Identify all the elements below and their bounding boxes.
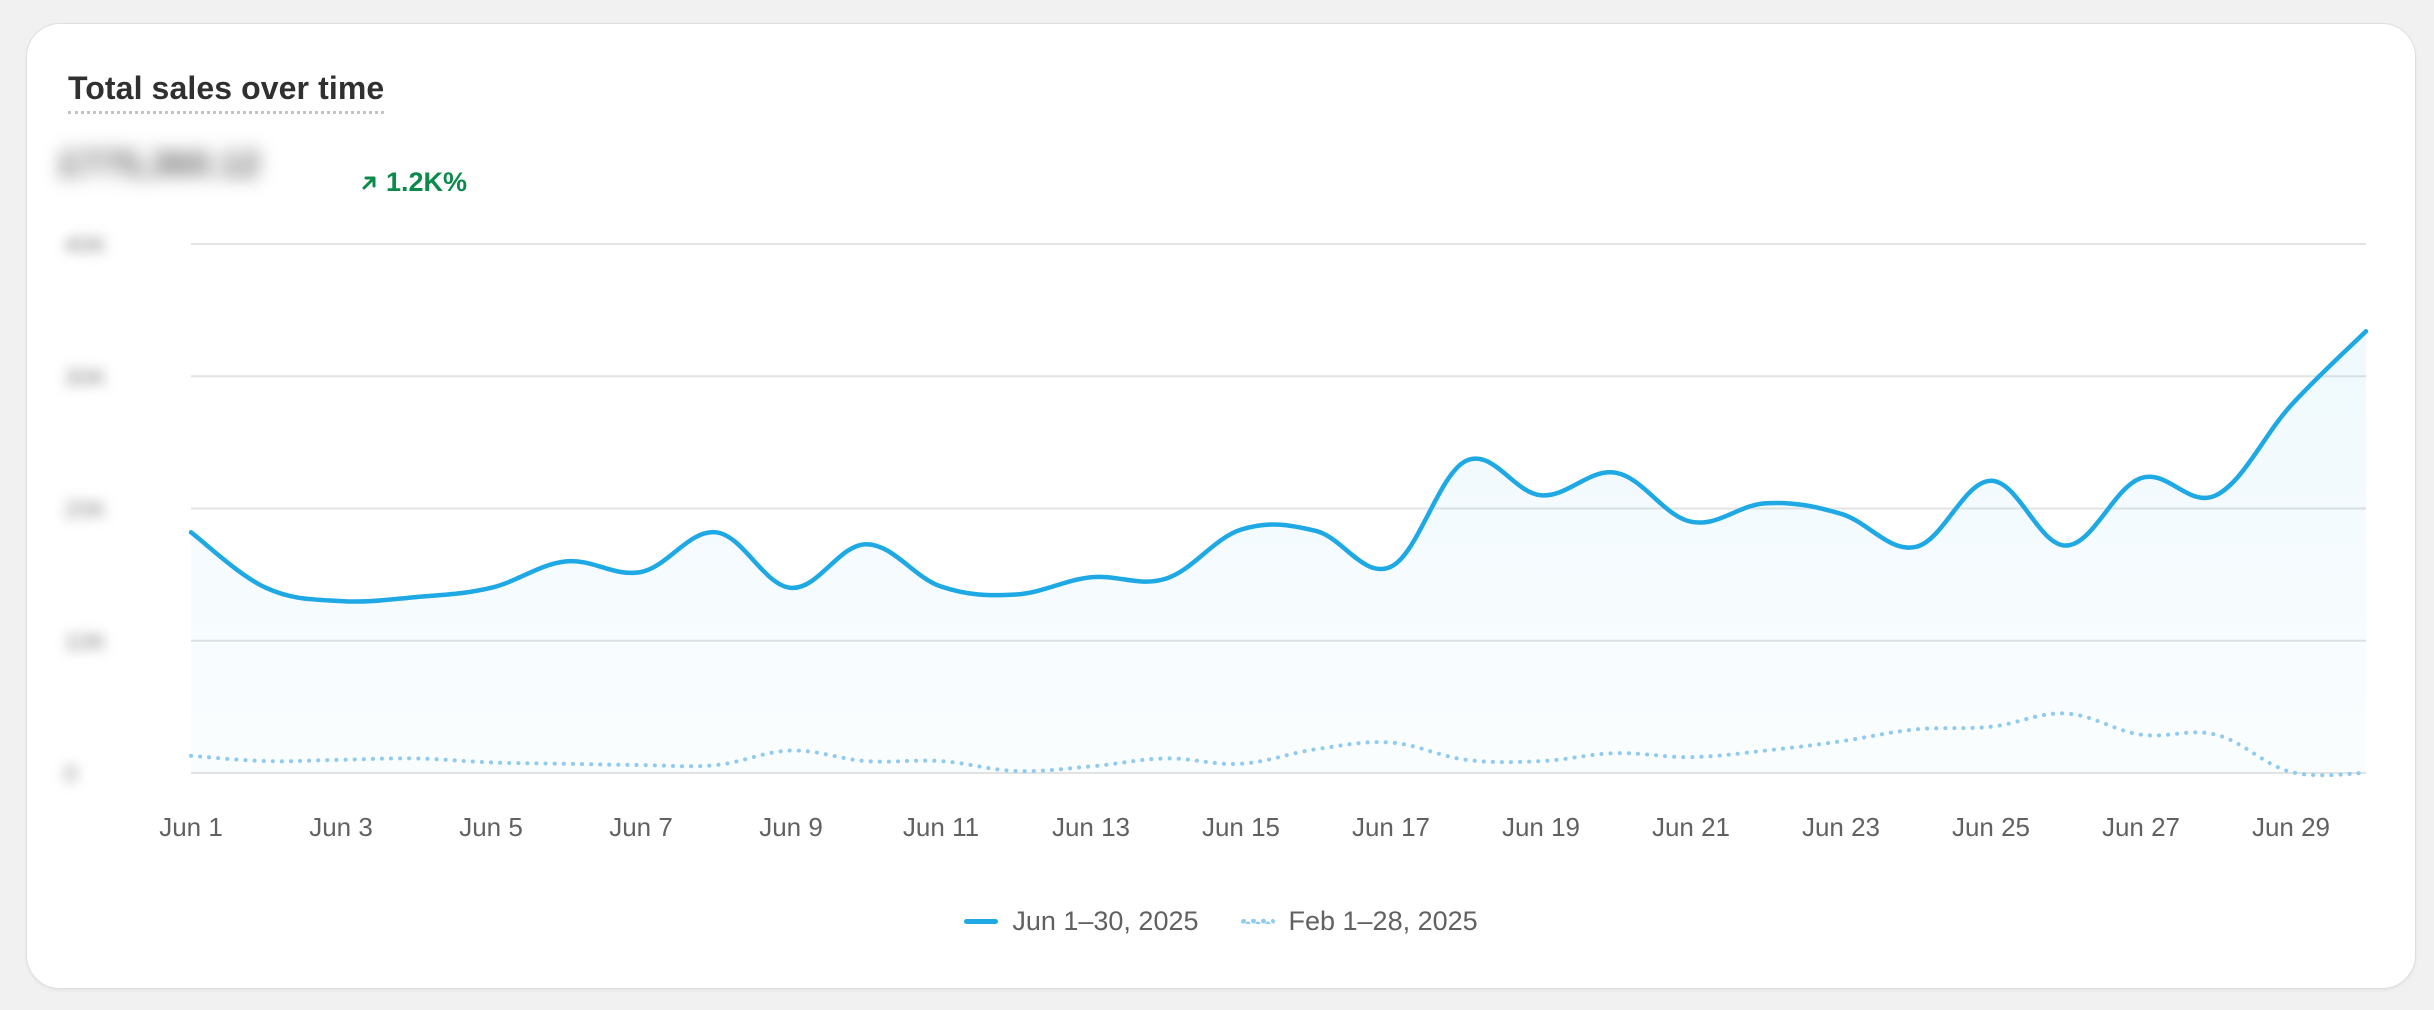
change-indicator: 1.2K% xyxy=(360,167,467,198)
total-sales-value: £775,360.12 xyxy=(60,143,261,184)
x-tick-label: Jun 9 xyxy=(759,812,823,842)
series-layer xyxy=(188,329,2369,778)
x-tick-label: Jun 17 xyxy=(1352,812,1430,842)
x-tick-label: Jun 19 xyxy=(1502,812,1580,842)
x-tick-label: Jun 21 xyxy=(1652,812,1730,842)
chart-legend: Jun 1–30, 2025 Feb 1–28, 2025 xyxy=(27,906,2415,937)
x-tick-label: Jun 23 xyxy=(1802,812,1880,842)
legend-label-current: Jun 1–30, 2025 xyxy=(1012,906,1199,936)
y-tick-label: 0 xyxy=(64,761,77,788)
series-line-0[interactable] xyxy=(188,329,2369,604)
x-tick-label: Jun 5 xyxy=(459,812,523,842)
x-tick-label: Jun 25 xyxy=(1952,812,2030,842)
x-axis-ticks: Jun 1 Jun 3 Jun 5 Jun 7 Jun 9 Jun 11 Jun 13 Jun… xyxy=(159,812,2330,842)
legend-swatch-dotted xyxy=(1240,919,1275,924)
x-tick-label: Jun 11 xyxy=(903,812,979,842)
x-tick-label: Jun 7 xyxy=(609,812,673,842)
x-tick-label: Jun 27 xyxy=(2102,812,2180,842)
y-tick-label: 20K xyxy=(64,497,107,524)
x-tick-label: Jun 3 xyxy=(309,812,373,842)
x-tick-label: Jun 29 xyxy=(2252,812,2330,842)
x-tick-label: Jun 1 xyxy=(159,812,223,842)
legend-label-previous: Feb 1–28, 2025 xyxy=(1288,906,1478,936)
y-tick-label: 10K xyxy=(64,629,107,656)
x-tick-label: Jun 13 xyxy=(1052,812,1130,842)
x-tick-label: Jun 15 xyxy=(1202,812,1280,842)
y-axis-ticks: 40K 30K 20K 10K 0 xyxy=(64,232,107,788)
series-area-0 xyxy=(191,331,2366,773)
change-percent: 1.2K% xyxy=(386,167,468,197)
y-tick-label: 30K xyxy=(64,364,107,391)
card-title[interactable]: Total sales over time xyxy=(68,70,385,114)
arrow-up-right-icon xyxy=(362,176,376,189)
legend-swatch-solid xyxy=(964,919,999,924)
legend-item-previous[interactable]: Feb 1–28, 2025 xyxy=(1240,906,1478,937)
legend-item-current[interactable]: Jun 1–30, 2025 xyxy=(964,906,1199,937)
y-tick-label: 40K xyxy=(64,232,107,259)
